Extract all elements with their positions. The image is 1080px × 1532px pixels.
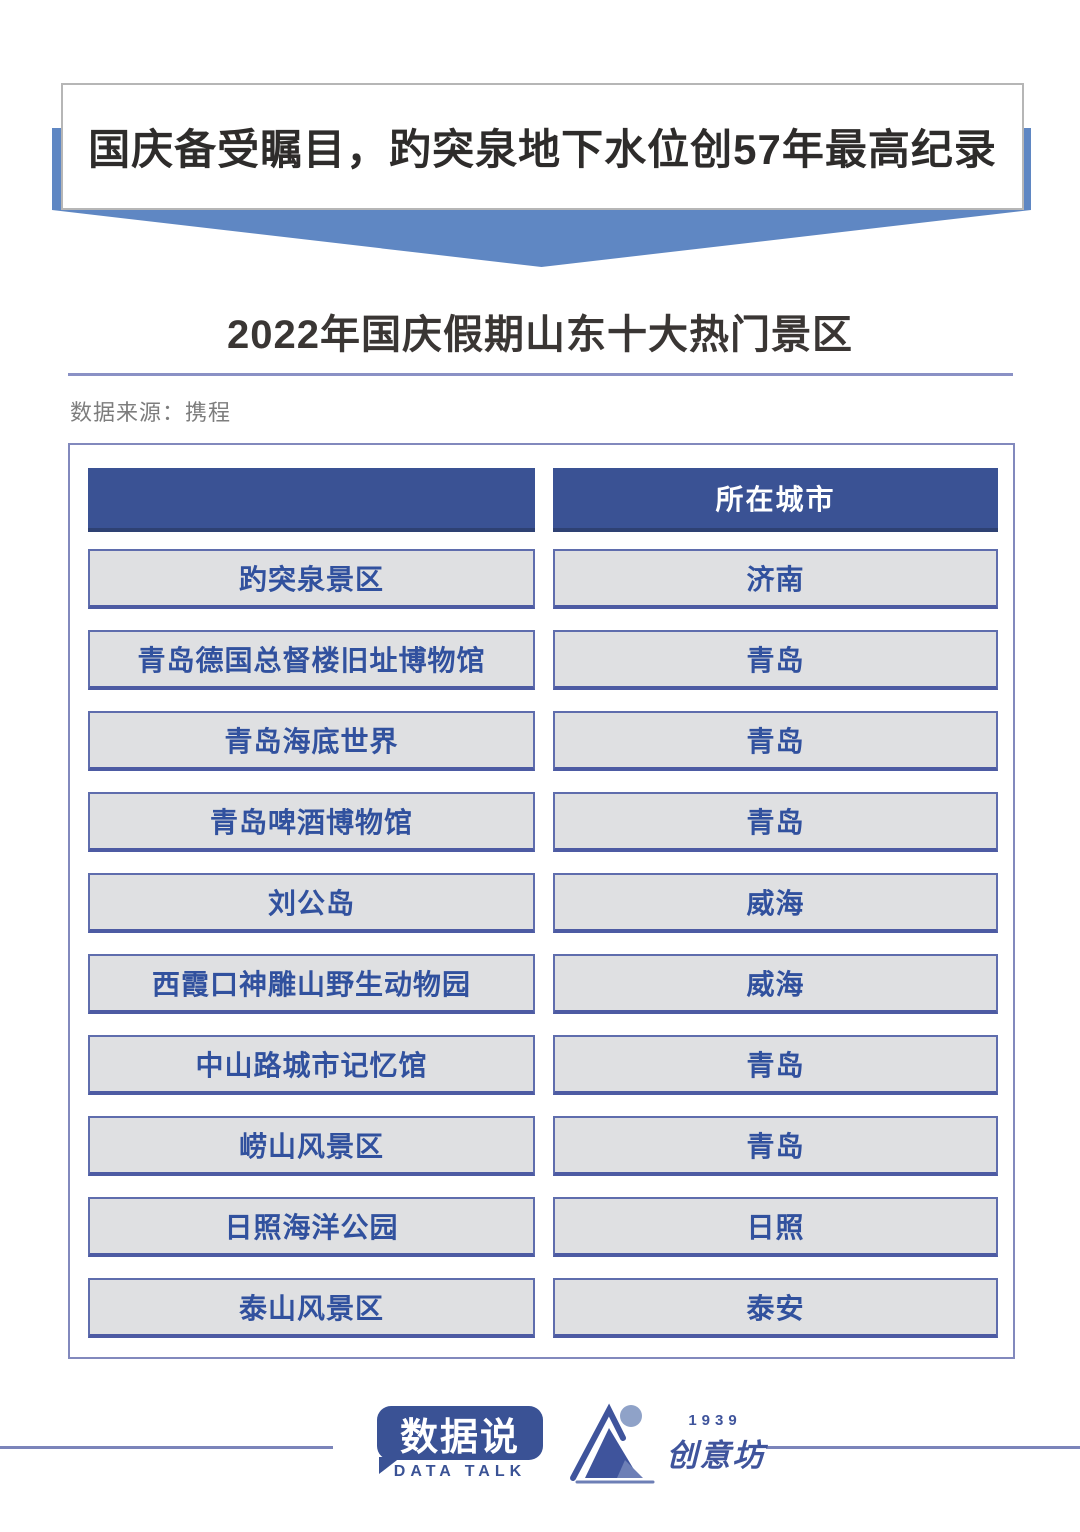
table-row: 青岛德国总督楼旧址博物馆 青岛 bbox=[88, 630, 998, 690]
ranking-table: 所在城市 趵突泉景区 济南 青岛德国总督楼旧址博物馆 青岛 青岛海底世界 青岛 … bbox=[68, 443, 1015, 1359]
studio-name-label: 创意坊 bbox=[666, 1438, 766, 1473]
city-cell: 威海 bbox=[553, 954, 998, 1014]
city-cell: 青岛 bbox=[553, 1035, 998, 1095]
spot-cell: 青岛啤酒博物馆 bbox=[88, 792, 535, 852]
table-row: 青岛海底世界 青岛 bbox=[88, 711, 998, 771]
table-row: 西霞口神雕山野生动物园 威海 bbox=[88, 954, 998, 1014]
city-cell: 威海 bbox=[553, 873, 998, 933]
banner-headline: 国庆备受瞩目，趵突泉地下水位创57年最高纪录 bbox=[88, 126, 997, 173]
table-row: 泰山风景区 泰安 bbox=[88, 1278, 998, 1338]
city-cell: 青岛 bbox=[553, 1116, 998, 1176]
mountain-icon bbox=[570, 1403, 655, 1484]
data-talk-logo-en: DATA TALK bbox=[393, 1463, 527, 1480]
spot-cell: 日照海洋公园 bbox=[88, 1197, 535, 1257]
table-row: 刘公岛 威海 bbox=[88, 873, 998, 933]
city-cell: 泰安 bbox=[553, 1278, 998, 1338]
table-row: 趵突泉景区 济南 bbox=[88, 549, 998, 609]
data-source-label: 数据来源：携程 bbox=[70, 400, 232, 425]
spot-cell: 刘公岛 bbox=[88, 873, 535, 933]
title-divider-line bbox=[68, 373, 1013, 376]
footer-right-rule bbox=[766, 1446, 1080, 1449]
table-row: 青岛啤酒博物馆 青岛 bbox=[88, 792, 998, 852]
footer-left-rule bbox=[0, 1446, 333, 1449]
table-header-row: 所在城市 bbox=[88, 468, 998, 532]
table-row: 崂山风景区 青岛 bbox=[88, 1116, 998, 1176]
spot-cell: 泰山风景区 bbox=[88, 1278, 535, 1338]
chuangyifang-logo: 1939 创意坊 bbox=[565, 1398, 775, 1490]
city-cell: 日照 bbox=[553, 1197, 998, 1257]
spot-cell: 青岛海底世界 bbox=[88, 711, 535, 771]
spot-cell: 崂山风景区 bbox=[88, 1116, 535, 1176]
data-talk-logo: 数据说 bbox=[377, 1406, 543, 1460]
data-talk-logo-cn: 数据说 bbox=[399, 1416, 520, 1459]
spot-cell: 青岛德国总督楼旧址博物馆 bbox=[88, 630, 535, 690]
city-cell: 济南 bbox=[553, 549, 998, 609]
spot-cell: 趵突泉景区 bbox=[88, 549, 535, 609]
spot-cell: 中山路城市记忆馆 bbox=[88, 1035, 535, 1095]
spot-cell: 西霞口神雕山野生动物园 bbox=[88, 954, 535, 1014]
city-cell: 青岛 bbox=[553, 711, 998, 771]
city-cell: 青岛 bbox=[553, 792, 998, 852]
studio-year-label: 1939 bbox=[688, 1412, 742, 1429]
section-title: 2022年国庆假期山东十大热门景区 bbox=[227, 313, 853, 357]
header-cell-city: 所在城市 bbox=[553, 468, 998, 532]
table-row: 日照海洋公园 日照 bbox=[88, 1197, 998, 1257]
banner-box: 国庆备受瞩目，趵突泉地下水位创57年最高纪录 bbox=[61, 83, 1024, 210]
city-cell: 青岛 bbox=[553, 630, 998, 690]
table-row: 中山路城市记忆馆 青岛 bbox=[88, 1035, 998, 1095]
header-cell-spot bbox=[88, 468, 535, 532]
